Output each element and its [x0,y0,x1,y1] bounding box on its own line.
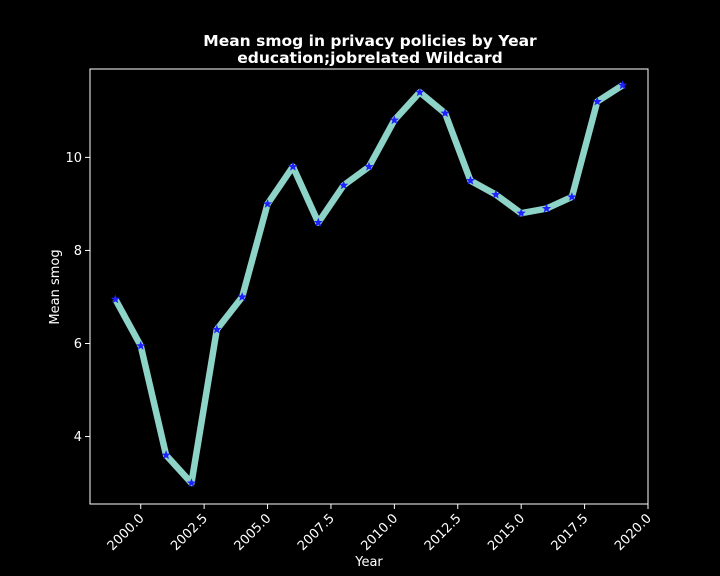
x-tick-label: 2005.0 [232,511,275,554]
data-point [567,192,577,201]
data-point [465,175,476,185]
x-tick-label: 2000.0 [105,511,148,554]
axes-frame [89,68,649,505]
data-point [491,189,501,199]
data-point [212,324,222,334]
x-tick-label: 2015.0 [485,511,528,554]
data-point [339,180,349,190]
y-tick-label: 6 [74,337,82,352]
x-tick-label: 2012.5 [422,511,465,554]
data-point [136,340,146,350]
x-axis-label: Year [354,555,383,570]
data-point [237,292,247,301]
data-point [541,203,552,213]
y-tick-label: 8 [74,244,82,259]
x-tick-label: 2002.5 [168,511,211,554]
chart-title-line2: education;jobrelated Wildcard [237,49,503,67]
data-point [262,199,273,208]
data-point [313,217,323,227]
x-tick-label: 2020.0 [612,511,655,554]
data-point [516,208,526,218]
y-tick-label: 4 [74,430,82,445]
y-axis-label: Mean smog [48,249,63,324]
x-tick-label: 2007.5 [295,511,338,554]
chart-title-line1: Mean smog in privacy policies by Year [203,32,537,50]
data-point [110,294,120,304]
plot-area: 2000.0 2002.5 2005.0 2007.5 2010.0 2012.5 2015… [65,68,655,554]
data-point [440,108,450,118]
data-point [592,96,602,106]
data-point [288,161,298,171]
x-tick-label: 2017.5 [549,511,592,554]
x-tick-label: 2010.0 [358,511,401,554]
data-point [161,450,171,460]
y-tick-label: 10 [65,151,82,166]
data-point [618,80,628,90]
data-point [389,115,399,125]
data-point [364,161,374,171]
series-line [112,82,625,487]
data-point [415,87,425,97]
data-point [186,478,197,487]
